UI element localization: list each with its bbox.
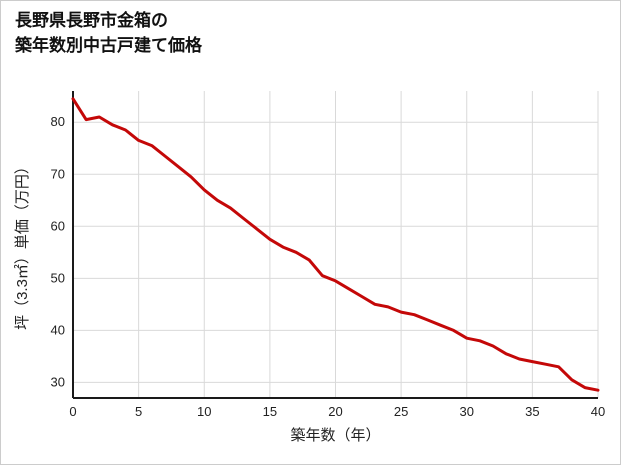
- chart-title: 長野県長野市金箱の 築年数別中古戸建て価格: [15, 9, 202, 58]
- x-tick-label: 35: [525, 404, 539, 419]
- x-tick-label: 25: [394, 404, 408, 419]
- y-tick-label: 40: [51, 322, 65, 337]
- y-axis-label: 坪（3.3㎡）単価（万円）: [14, 159, 31, 330]
- x-tick-label: 0: [69, 404, 76, 419]
- x-tick-label: 20: [328, 404, 342, 419]
- chart-title-line1: 長野県長野市金箱の: [15, 11, 168, 30]
- y-tick-label: 50: [51, 270, 65, 285]
- y-tick-label: 60: [51, 218, 65, 233]
- price-line: [71, 97, 600, 392]
- x-tick-label: 30: [460, 404, 474, 419]
- y-tick-label: 70: [51, 166, 65, 181]
- x-axis-label: 築年数（年）: [290, 426, 380, 444]
- x-tick-label: 15: [263, 404, 277, 419]
- chart-title-line2: 築年数別中古戸建て価格: [15, 35, 202, 55]
- x-tick-label: 10: [197, 404, 211, 419]
- y-tick-label: 30: [51, 374, 65, 389]
- x-tick-label: 40: [591, 404, 605, 419]
- y-tick-label: 80: [51, 114, 65, 129]
- x-tick-label: 5: [135, 404, 142, 419]
